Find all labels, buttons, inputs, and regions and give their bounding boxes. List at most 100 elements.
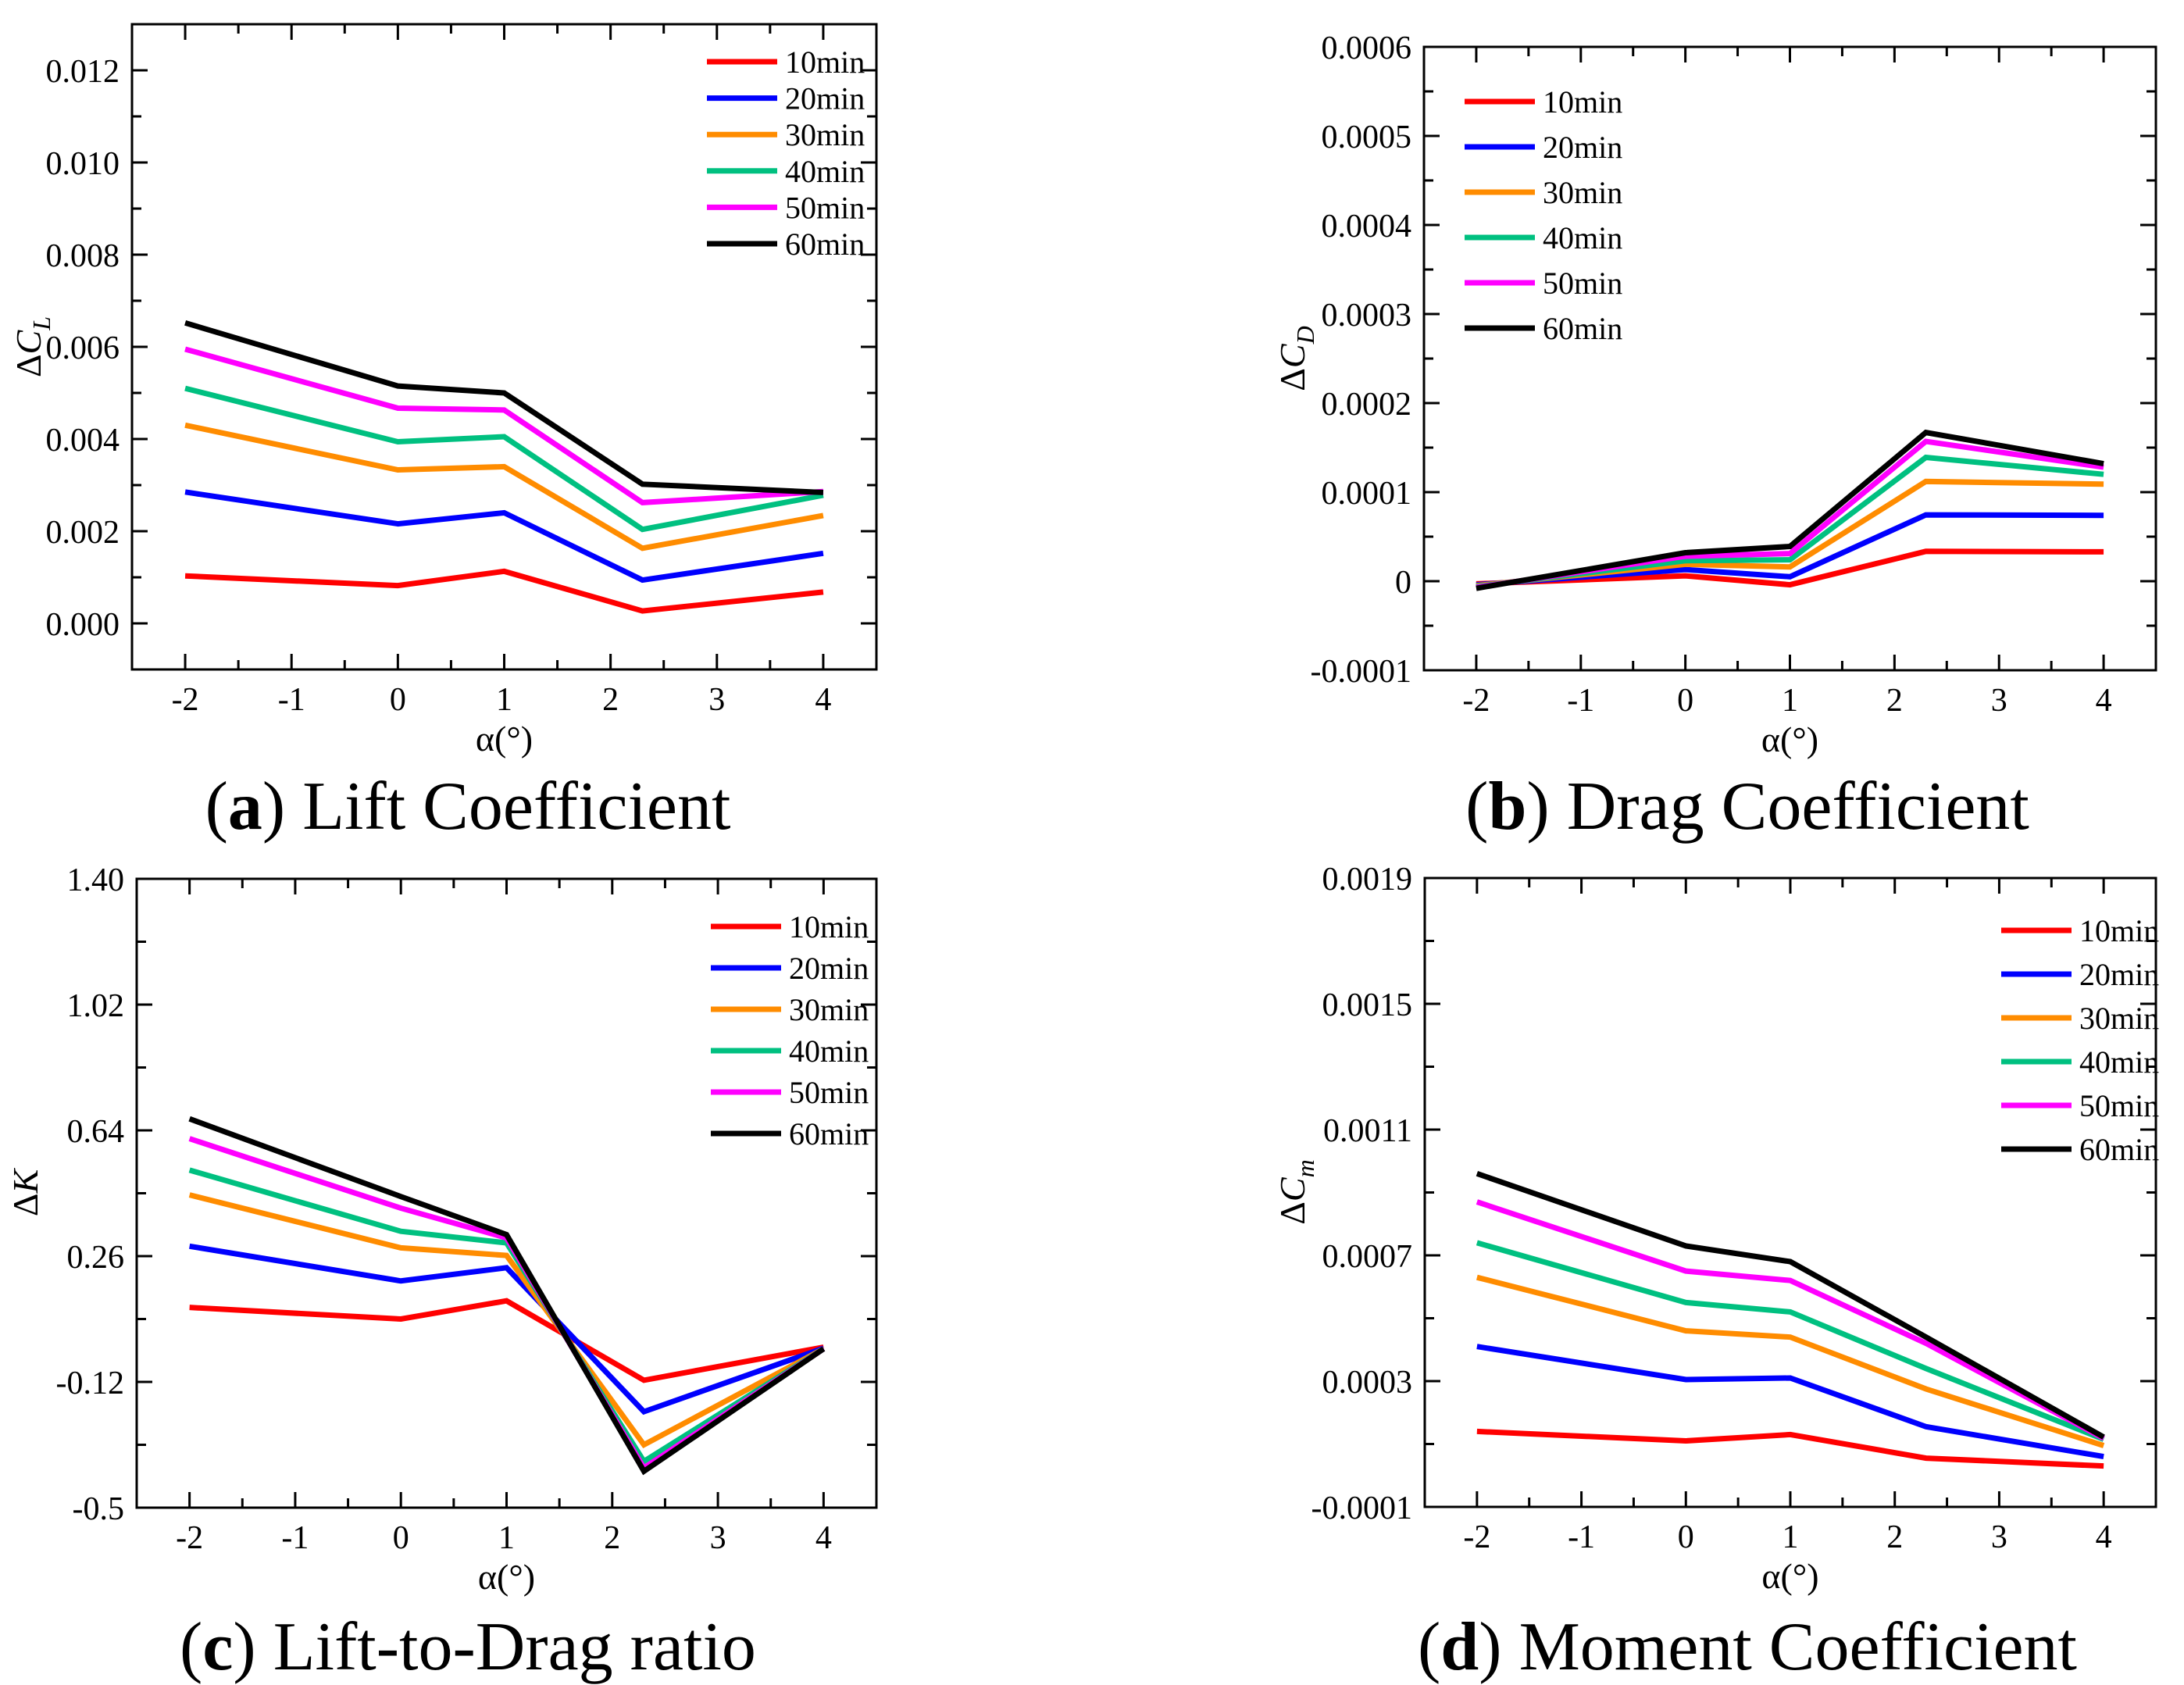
x-tick-label: 0 — [1677, 683, 1693, 719]
chart-lift-to-drag-ratio: -2 -1 0 1 2 3 4 -0.5 -0.12 0.26 0.64 1.02 1.40 α(°) ΔK… — [5, 862, 878, 1597]
series-40min — [184, 385, 824, 533]
y-axis-title: ΔCL — [9, 316, 55, 377]
x-tick-label: 3 — [710, 1520, 726, 1556]
y-tick-label: 1.02 — [67, 988, 125, 1024]
x-tick-label: 0 — [393, 1520, 409, 1556]
caption-d: (d) Moment Coefficient — [1201, 1613, 2184, 1682]
panel-lift-coefficient: -2 -1 0 1 2 3 4 0.000 0.002 0.004 0.006 0.008 0.010 0… — [0, 0, 1092, 841]
series-10min — [184, 568, 824, 614]
y-tick-label: 0.0006 — [1322, 30, 1412, 66]
y-tick-label: 0.0011 — [1323, 1113, 1412, 1149]
legend-label-30min: 30min — [789, 992, 869, 1027]
caption-a-close: ) — [262, 769, 286, 844]
x-tick-label: 1 — [496, 682, 512, 718]
x-tick-label: 1 — [1783, 1519, 1799, 1555]
x-tick-label: -2 — [176, 1520, 203, 1556]
x-tick-label: 2 — [1886, 683, 1903, 719]
caption-c-letter: c — [202, 1609, 234, 1685]
y-tick-label: 0.000 — [46, 607, 120, 643]
caption-a: (a) Lift Coefficient — [0, 773, 1014, 841]
legend-label-50min: 50min — [789, 1075, 869, 1110]
x-axis-title: α(°) — [1761, 1556, 1818, 1596]
legend-label-10min: 10min — [1543, 84, 1622, 120]
series-20min — [184, 489, 824, 584]
series-10min — [1476, 548, 2104, 588]
caption-c-open: ( — [180, 1609, 203, 1685]
x-tick-label: 2 — [1886, 1519, 1903, 1555]
caption-b-open: ( — [1465, 769, 1489, 844]
caption-c-text: Lift-to-Drag ratio — [255, 1609, 756, 1685]
caption-a-open: ( — [205, 769, 228, 844]
y-tick-label: 0.0002 — [1322, 387, 1412, 423]
caption-d-open: ( — [1417, 1609, 1441, 1685]
y-tick-label: 1.40 — [67, 862, 125, 898]
y-tick-label: 0 — [1395, 565, 1411, 601]
series-10min — [1476, 1428, 2104, 1469]
x-tick-label: 4 — [2096, 683, 2112, 719]
y-tick-label: 0.0003 — [1322, 1365, 1413, 1401]
caption-c: (c) Lift-to-Drag ratio — [0, 1613, 1014, 1682]
legend-label-60min: 60min — [2079, 1132, 2159, 1167]
series-20min — [1476, 512, 2104, 588]
x-tick-label: -2 — [172, 682, 199, 718]
legend-label-60min: 60min — [789, 1116, 869, 1151]
y-tick-label: -0.0001 — [1311, 654, 1412, 690]
y-tick-label: 0.010 — [46, 146, 120, 182]
x-tick-label: -1 — [1567, 683, 1594, 719]
panel-drag-coefficient: -2 -1 0 1 2 3 4 -0.0001 0 0.0001 0.0002 0.0003 0.000… — [1092, 0, 2184, 841]
legend-label-60min: 60min — [785, 227, 865, 262]
y-axis-title: ΔCm — [1272, 1159, 1319, 1224]
y-tick-label: 0.008 — [46, 238, 120, 274]
x-tick-label: 3 — [1991, 1519, 2007, 1555]
x-tick-label: 0 — [1678, 1519, 1694, 1555]
caption-c-close: ) — [233, 1609, 256, 1685]
y-tick-label: 0.0001 — [1322, 476, 1412, 512]
legend-label-10min: 10min — [785, 45, 865, 80]
x-tick-label: 3 — [1991, 683, 2007, 719]
x-tick-label: 2 — [604, 1520, 620, 1556]
legend-label-30min: 30min — [1543, 175, 1622, 210]
series-60min — [188, 1116, 826, 1476]
legend-label-20min: 20min — [1543, 130, 1622, 165]
x-tick-label: 4 — [815, 682, 831, 718]
y-tick-label: 0.002 — [46, 515, 120, 551]
caption-d-close: ) — [1479, 1609, 1502, 1685]
series-60min — [1476, 1171, 2105, 1440]
series-20min — [1476, 1344, 2104, 1460]
legend-label-20min: 20min — [789, 951, 869, 986]
legend-label-30min: 30min — [2079, 1001, 2159, 1036]
caption-d-text: Moment Coefficient — [1501, 1609, 2078, 1685]
legend-label-10min: 10min — [2079, 913, 2159, 948]
x-tick-label: 0 — [390, 682, 406, 718]
series-30min — [1476, 1274, 2105, 1448]
legend-label-30min: 30min — [785, 117, 865, 152]
legend-label-40min: 40min — [2079, 1044, 2159, 1080]
y-axis-title: ΔK — [5, 1168, 45, 1217]
y-axis-title: ΔCD — [1272, 326, 1319, 391]
chart-lift-coefficient: -2 -1 0 1 2 3 4 0.000 0.002 0.004 0.006 0.008 0.010 0… — [9, 23, 878, 759]
x-axis-title: α(°) — [1761, 719, 1818, 759]
x-tick-label: 4 — [2096, 1519, 2112, 1555]
x-tick-label: 1 — [1782, 683, 1798, 719]
x-tick-label: 2 — [602, 682, 619, 718]
series-10min — [189, 1298, 824, 1383]
y-tick-label: 0.64 — [67, 1114, 125, 1150]
series-30min — [188, 1192, 826, 1449]
legend-label-50min: 50min — [1543, 266, 1622, 301]
y-tick-label: 0.012 — [46, 54, 120, 90]
x-tick-label: -1 — [1568, 1519, 1595, 1555]
caption-b: (b) Drag Coefficient — [1201, 773, 2184, 841]
series-50min — [1476, 1199, 2105, 1441]
chart-moment-coefficient: -2 -1 0 1 2 3 4 -0.0001 0.0003 0.0007 0.0011 0.0015… — [1272, 862, 2159, 1596]
legend-label-40min: 40min — [1543, 220, 1622, 255]
y-tick-label: 0.0007 — [1322, 1239, 1413, 1275]
chart-drag-coefficient: -2 -1 0 1 2 3 4 -0.0001 0 0.0001 0.0002 0.0003 0.000… — [1272, 30, 2157, 759]
caption-a-letter: a — [227, 769, 262, 844]
y-tick-label: 0.26 — [67, 1240, 125, 1276]
series-20min — [189, 1243, 825, 1415]
y-tick-label: 0.0019 — [1322, 862, 1413, 898]
y-tick-label: 0.0005 — [1322, 120, 1412, 155]
series-40min — [188, 1167, 826, 1465]
x-tick-label: -1 — [278, 682, 305, 718]
caption-a-text: Lift Coefficient — [285, 769, 731, 844]
